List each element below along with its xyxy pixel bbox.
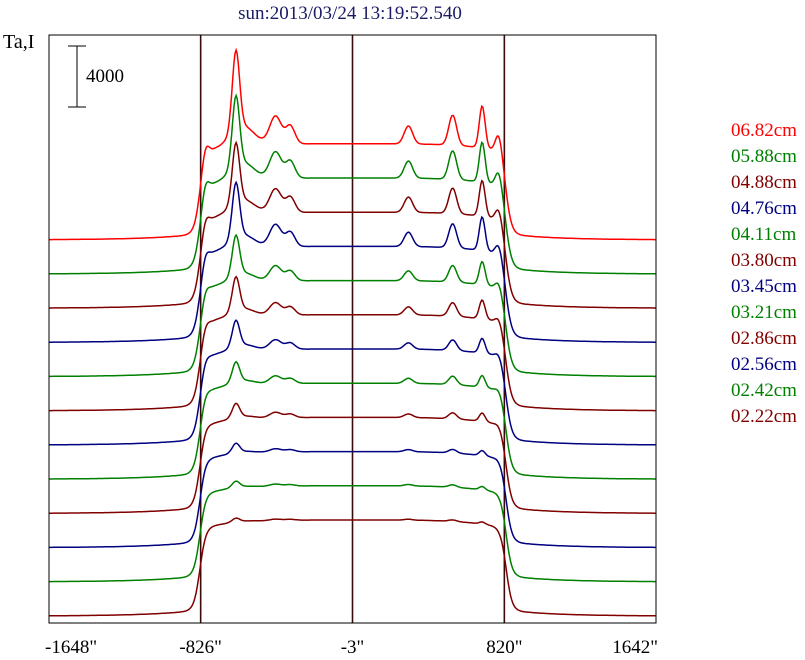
x-tick-label: -1648" [45, 637, 97, 658]
chart-title: sun:2013/03/24 13:19:52.540 [238, 3, 462, 24]
series-line-03.80cm [49, 275, 656, 412]
series-line-02.22cm [49, 517, 656, 617]
series-line-04.88cm [49, 140, 656, 309]
legend-item: 06.82cm [731, 120, 797, 141]
x-tick-label: -3" [341, 637, 365, 658]
reference-lines [199, 35, 506, 623]
legend-item: 05.88cm [731, 146, 797, 167]
legend-item: 03.45cm [731, 276, 797, 297]
scale-bar: 4000 [68, 45, 124, 108]
legend-item: 04.76cm [731, 198, 797, 219]
scale-bar-label: 4000 [86, 66, 124, 87]
series-line-03.21cm [49, 360, 656, 480]
plot-frame [48, 34, 657, 624]
legend-item: 02.56cm [731, 354, 797, 375]
y-axis-label: Ta,I [3, 31, 35, 53]
legend-item: 04.11cm [731, 224, 797, 245]
series-line-02.42cm [49, 480, 656, 583]
legend-item: 03.21cm [731, 302, 797, 323]
series-line-02.56cm [49, 442, 656, 549]
series-line-04.11cm [49, 233, 656, 378]
legend-item: 04.88cm [731, 172, 797, 193]
x-tick-label: 1642" [612, 637, 658, 658]
series-line-02.86cm [49, 402, 656, 514]
legend-item: 02.22cm [731, 406, 797, 427]
x-tick-label: -826" [179, 637, 222, 658]
legend-item: 03.80cm [731, 250, 797, 271]
series-line-05.88cm [49, 93, 656, 275]
legend: 06.82cm 05.88cm 04.88cm 04.76cm 04.11cm 03.80… [731, 118, 805, 430]
series-lines [49, 47, 656, 617]
series-line-04.76cm [49, 180, 656, 343]
legend-item: 02.86cm [731, 328, 797, 349]
legend-item: 02.42cm [731, 380, 797, 401]
series-line-03.45cm [49, 319, 656, 446]
series-line-06.82cm [49, 47, 656, 241]
x-tick-label: 820" [486, 637, 522, 658]
x-axis-ticks: -1648" -826" -3" 820" 1642" [45, 637, 658, 658]
